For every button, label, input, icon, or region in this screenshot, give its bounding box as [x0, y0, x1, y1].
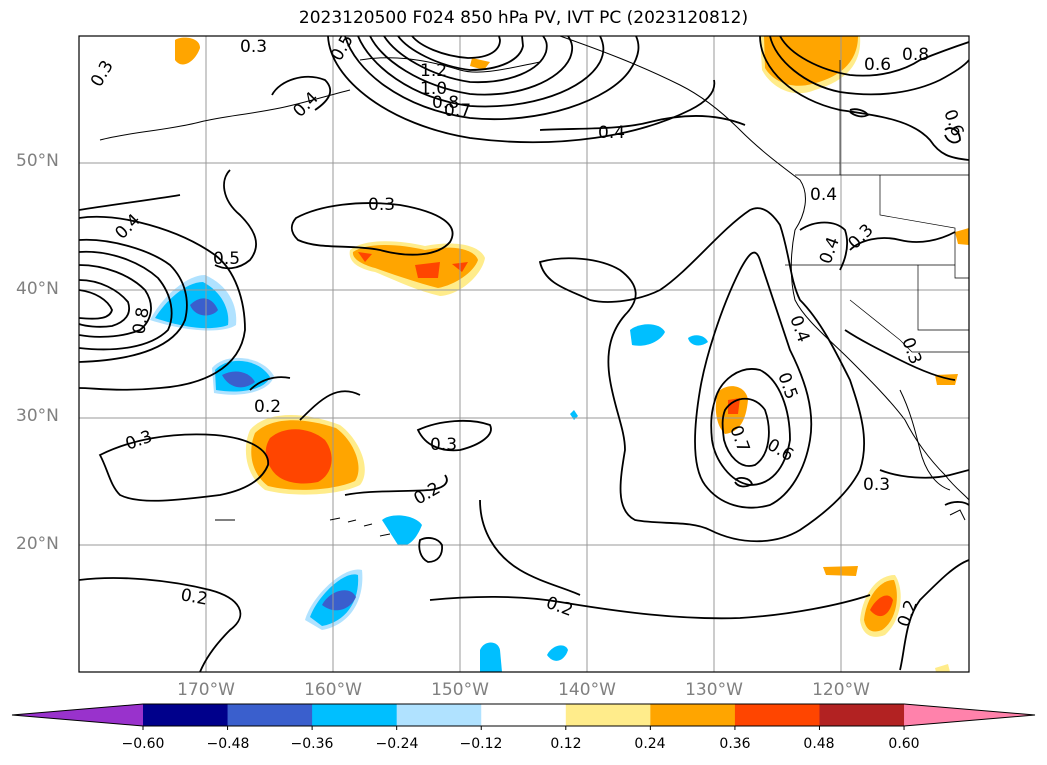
colorbar-extend-right — [904, 704, 1035, 726]
contour-label: 0.8 — [902, 45, 929, 65]
contour-label: 0.4 — [816, 234, 844, 266]
contour-label: 0.4 — [598, 123, 625, 143]
colorbar-segment — [312, 704, 398, 726]
lon-label-170w: 170°W — [177, 680, 235, 700]
contour-label: 0.5 — [773, 370, 801, 402]
colorbar-segment — [819, 704, 905, 726]
negative-anomaly-region — [190, 298, 218, 316]
contour-label: 0.2 — [254, 397, 281, 417]
coastlines — [99, 36, 969, 537]
colorbar-tick: 0.36 — [719, 736, 751, 752]
positive-anomaly-region — [415, 262, 440, 278]
lon-label-150w: 150°W — [431, 680, 489, 700]
colorbar-tick: 0.12 — [550, 736, 582, 752]
colorbar-tick: −0.36 — [290, 736, 334, 752]
colorbar-tick: −0.48 — [206, 736, 250, 752]
contour-label: 0.8 — [129, 306, 153, 336]
colorbar-segment — [143, 704, 229, 726]
contour-label: 0.7 — [725, 423, 753, 455]
negative-anomaly-region — [222, 371, 255, 388]
lat-label-20n: 20°N — [16, 534, 59, 554]
contour-label: 1.2 — [420, 61, 447, 81]
colorbar-tick: −0.60 — [121, 736, 165, 752]
colorbar-tick: −0.24 — [375, 736, 419, 752]
colorbar-segment — [396, 704, 482, 726]
lon-label-160w: 160°W — [304, 680, 362, 700]
colorbar-tick: −0.12 — [459, 736, 503, 752]
contour-label: 0.3 — [87, 57, 118, 90]
contour-label: 0.8 — [432, 93, 459, 113]
contour-label: 0.3 — [430, 435, 457, 455]
contour-label: 0.7 — [444, 101, 471, 121]
contour-label: 0.3 — [123, 427, 155, 455]
colorbar — [11, 703, 1036, 730]
lon-label-140w: 140°W — [558, 680, 616, 700]
lat-label-50n: 50°N — [16, 151, 59, 171]
colorbar-tick: 0.48 — [803, 736, 835, 752]
positive-anomaly-region — [955, 228, 969, 245]
contour-label: 0.3 — [240, 37, 267, 57]
negative-anomaly-region — [480, 642, 502, 672]
colorbar-tick: 0.24 — [634, 736, 666, 752]
contour-label: 0.4 — [111, 210, 144, 243]
contour-label: 0.3 — [897, 335, 925, 367]
negative-anomaly-region — [630, 324, 665, 346]
positive-anomaly-region — [470, 58, 490, 70]
colorbar-segment — [565, 704, 651, 726]
lon-label-130w: 130°W — [685, 680, 743, 700]
colorbar-segment — [734, 704, 820, 726]
contour-label: 0.6 — [864, 55, 891, 75]
pv-contours — [79, 36, 969, 672]
contour-label: 0.2 — [543, 593, 575, 621]
positive-anomaly-region — [728, 398, 740, 414]
contour-label: 0.4 — [785, 313, 813, 345]
colorbar-segment — [481, 704, 567, 726]
negative-anomaly-region — [688, 335, 708, 346]
contour-label: 0.3 — [844, 220, 877, 253]
political-boundaries — [785, 60, 969, 353]
lat-label-40n: 40°N — [16, 279, 59, 299]
negative-anomaly-region — [322, 590, 356, 611]
lon-label-120w: 120°W — [812, 680, 870, 700]
positive-anomaly-region — [935, 664, 950, 672]
map-title: 2023120500 F024 850 hPa PV, IVT PC (2023… — [298, 8, 749, 28]
contour-label: 1.0 — [420, 79, 447, 99]
negative-anomaly-region — [547, 645, 568, 661]
negative-anomaly-region — [382, 515, 422, 546]
lat-label-30n: 30°N — [16, 406, 59, 426]
colorbar-extend-left — [12, 704, 143, 726]
colorbar-segment — [227, 704, 313, 726]
positive-anomaly-region — [764, 36, 858, 86]
shaded-regions — [150, 36, 969, 672]
positive-anomaly-region — [175, 37, 200, 65]
graticule — [79, 36, 969, 672]
contour-label: 0.4 — [810, 185, 837, 205]
colorbar-segment — [650, 704, 736, 726]
positive-anomaly-region — [870, 595, 893, 617]
contour-label: 0.4 — [289, 88, 322, 121]
contour-label: 0.5 — [213, 249, 240, 269]
contour-labels: 0.3 1.2 1.0 0.8 0.7 0.6 0.4 0.8 0.6 0.5 … — [87, 36, 967, 630]
map-frame — [78, 35, 970, 673]
contour-label: 0.3 — [368, 195, 395, 215]
contour-label: 0.2 — [411, 478, 444, 509]
colorbar-tick: 0.60 — [888, 736, 920, 752]
positive-anomaly-region — [358, 252, 372, 262]
contour-label: 0.2 — [179, 585, 209, 609]
contour-label: 0.3 — [863, 475, 890, 495]
positive-anomaly-region — [265, 429, 332, 484]
contour-label: 0.6 — [939, 107, 967, 139]
